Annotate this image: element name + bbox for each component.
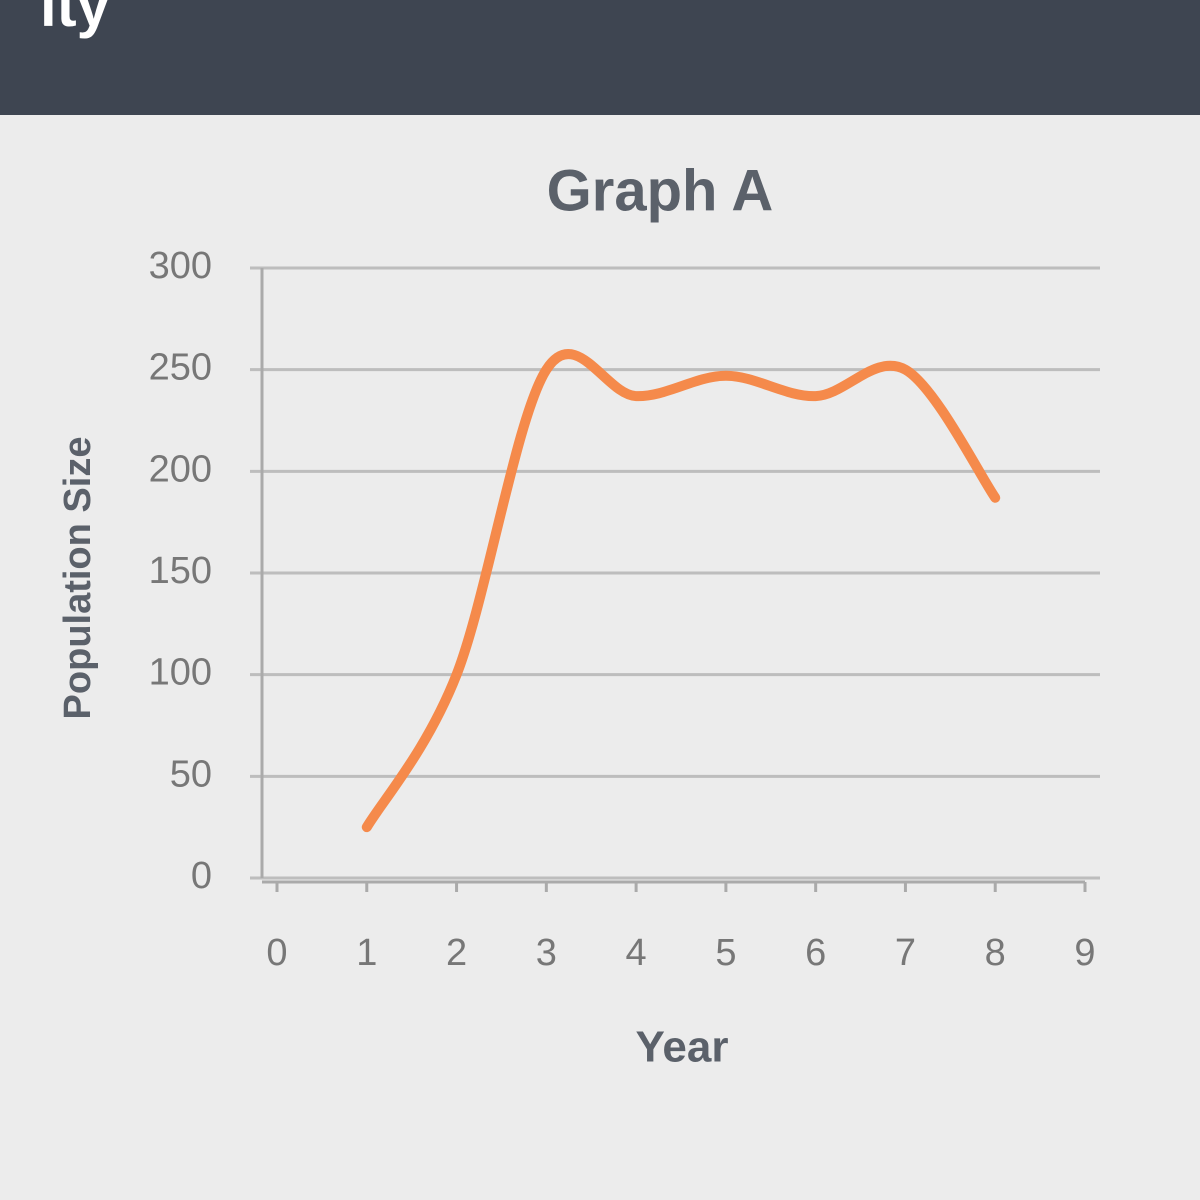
y-tick-label: 100 <box>149 652 212 694</box>
plot: 0 50 100 150 200 250 300 0 1 2 3 4 5 6 7 8 9 <box>149 245 1100 974</box>
header-bar <box>0 0 1200 115</box>
x-tick-label: 2 <box>446 932 467 974</box>
y-tick-label: 200 <box>149 448 212 490</box>
y-tick-label: 250 <box>149 347 212 389</box>
x-tick-label: 5 <box>715 932 736 974</box>
x-axis-label: Year <box>636 1023 729 1072</box>
y-tick-label: 150 <box>149 550 212 592</box>
y-tick-label: 300 <box>149 245 212 287</box>
x-tick-label: 6 <box>805 932 826 974</box>
x-tick-label: 1 <box>356 932 377 974</box>
x-tick-label: 9 <box>1074 932 1095 974</box>
x-tick-label: 4 <box>626 932 647 974</box>
data-line <box>361 349 1001 833</box>
y-tick-label: 50 <box>170 753 212 795</box>
x-tick-label: 8 <box>985 932 1006 974</box>
chart-title: Graph A <box>547 158 774 223</box>
x-tick-label: 7 <box>895 932 916 974</box>
y-axis-label: Population Size <box>57 437 99 720</box>
x-tick-label: 0 <box>266 932 287 974</box>
y-tick-label: 0 <box>191 855 212 897</box>
x-tick-label: 3 <box>536 932 557 974</box>
header-title: ity <box>40 0 111 39</box>
